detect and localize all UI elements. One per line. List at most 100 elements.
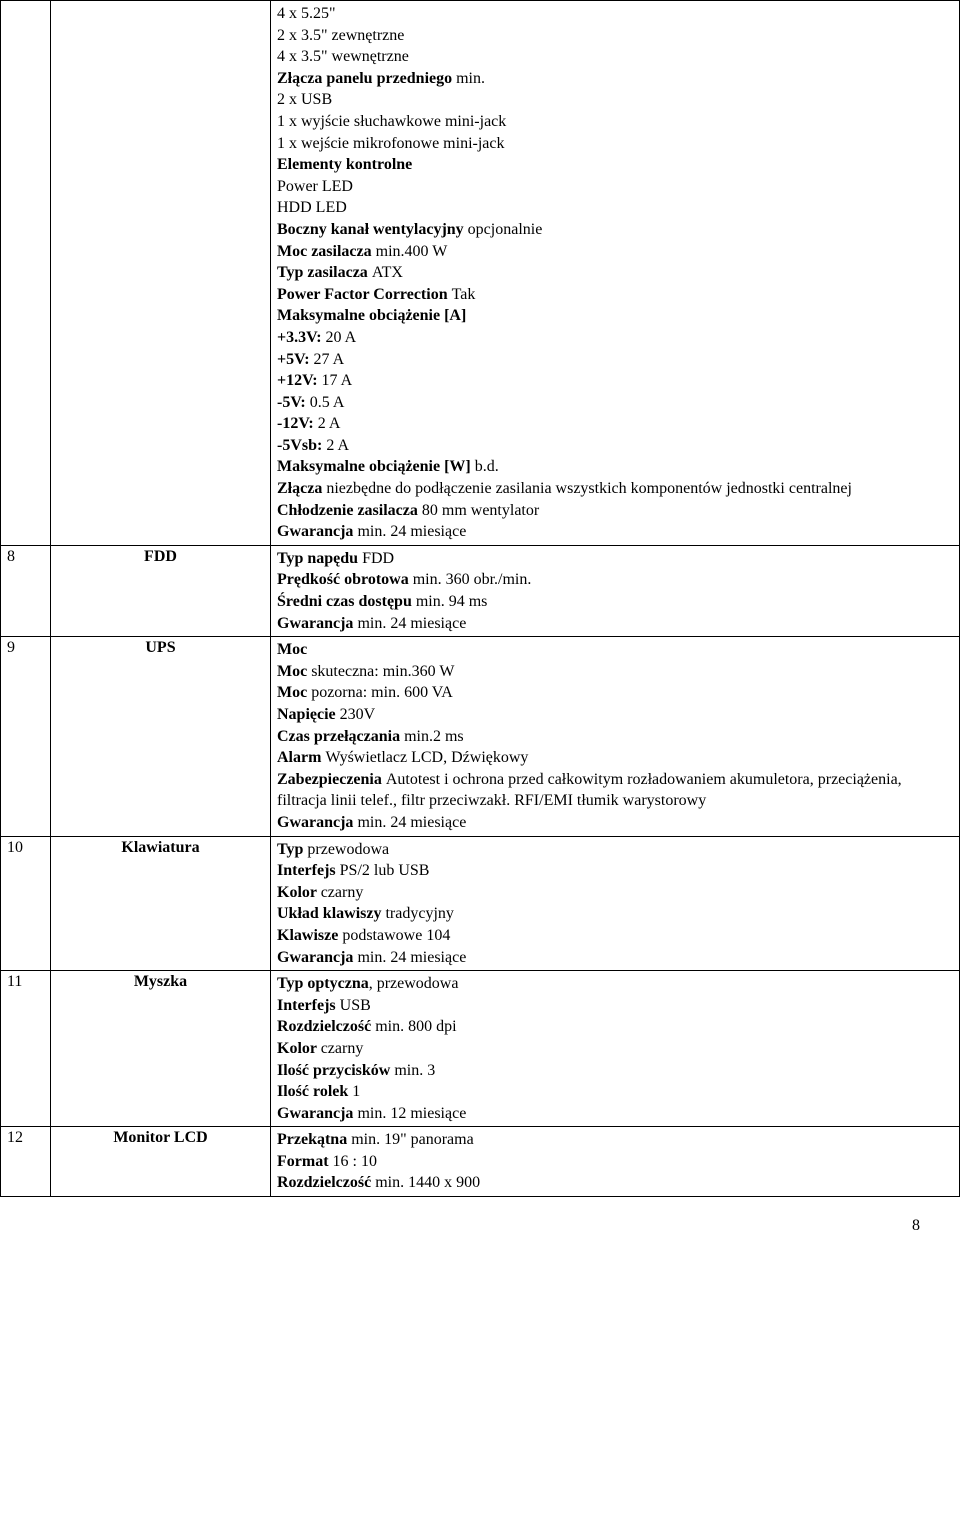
spec-table: 4 x 5.25" 2 x 3.5" zewnętrzne 4 x 3.5" wew… <box>0 0 960 1197</box>
desc-line: Gwarancja min. 24 miesiące <box>277 613 953 635</box>
desc-label: Typ zasilacza <box>277 264 372 281</box>
desc-label: Moc zasilacza <box>277 243 376 260</box>
row-number: 8 <box>1 545 51 636</box>
desc-label: Format <box>277 1153 333 1170</box>
desc-label: Kolor <box>277 884 321 901</box>
desc-line: Rozdzielczość min. 800 dpi <box>277 1016 953 1038</box>
desc-value: 80 mm wentylator <box>422 502 539 519</box>
table-row: 11MyszkaTyp optyczna, przewodowaInterfej… <box>1 971 960 1127</box>
desc-line: Moc skuteczna: min.360 W <box>277 661 953 683</box>
desc-line: Zabezpieczenia Autotest i ochrona przed … <box>277 769 953 812</box>
desc-line: Gwarancja min. 24 miesiące <box>277 812 953 834</box>
row-number <box>1 1 51 546</box>
desc-line: Moc pozorna: min. 600 VA <box>277 682 953 704</box>
desc-line: Czas przełączania min.2 ms <box>277 726 953 748</box>
desc-label: Kolor <box>277 1040 321 1057</box>
row-description: 4 x 5.25" 2 x 3.5" zewnętrzne 4 x 3.5" wew… <box>271 1 960 546</box>
desc-value: podstawowe 104 <box>342 927 450 944</box>
desc-label: Power Factor Correction <box>277 286 452 303</box>
desc-label: Moc <box>277 663 311 680</box>
desc-line: Gwarancja min. 12 miesiące <box>277 1103 953 1125</box>
desc-label: Złącza <box>277 480 326 497</box>
desc-value: min. 24 miesiące <box>357 523 466 540</box>
desc-line: 4 x 3.5" wewnętrzne <box>277 46 953 68</box>
desc-label: Rozdzielczość <box>277 1018 375 1035</box>
page-number: 8 <box>0 1197 960 1245</box>
desc-value: min. 19" panorama <box>351 1131 474 1148</box>
desc-value: 17 A <box>322 372 353 389</box>
row-description: MocMoc skuteczna: min.360 WMoc pozorna: … <box>271 637 960 836</box>
desc-value: min. 3 <box>394 1062 435 1079</box>
desc-label: Maksymalne obciążenie [W] <box>277 458 475 475</box>
desc-value: Tak <box>452 286 476 303</box>
desc-line: Typ przewodowa <box>277 839 953 861</box>
desc-value: 27 A <box>314 351 345 368</box>
desc-value: 2 x 3.5" zewnętrzne <box>277 27 404 44</box>
desc-value: 2 A <box>318 415 341 432</box>
desc-line: +12V: 17 A <box>277 370 953 392</box>
desc-value: niezbędne do podłączenie zasilania wszys… <box>326 480 852 497</box>
row-description: Typ przewodowaInterfejs PS/2 lub USBKolo… <box>271 836 960 971</box>
desc-line: Średni czas dostępu min. 94 ms <box>277 591 953 613</box>
desc-value: USB <box>340 997 371 1014</box>
desc-line: Interfejs USB <box>277 995 953 1017</box>
desc-label: Rozdzielczość <box>277 1174 375 1191</box>
row-name: Klawiatura <box>51 836 271 971</box>
desc-label: Boczny kanał wentylacyjny <box>277 221 468 238</box>
desc-line: Format 16 : 10 <box>277 1151 953 1173</box>
desc-label: Interfejs <box>277 997 340 1014</box>
row-name: UPS <box>51 637 271 836</box>
desc-line: 2 x USB <box>277 89 953 111</box>
desc-line: Napięcie 230V <box>277 704 953 726</box>
table-row: 10KlawiaturaTyp przewodowaInterfejs PS/2… <box>1 836 960 971</box>
desc-value: min. 360 obr./min. <box>413 571 532 588</box>
desc-value: min.2 ms <box>404 728 464 745</box>
desc-line: Boczny kanał wentylacyjny opcjonalnie <box>277 219 953 241</box>
desc-value: min. 800 dpi <box>375 1018 456 1035</box>
desc-value: FDD <box>362 550 394 567</box>
desc-line: Przekątna min. 19" panorama <box>277 1129 953 1151</box>
desc-value: min. 24 miesiące <box>357 949 466 966</box>
desc-label: +3.3V: <box>277 329 326 346</box>
desc-line: -5V: 0.5 A <box>277 392 953 414</box>
row-name: FDD <box>51 545 271 636</box>
desc-line: 1 x wejście mikrofonowe mini-jack <box>277 133 953 155</box>
desc-label: Przekątna <box>277 1131 351 1148</box>
desc-label: Gwarancja <box>277 523 357 540</box>
desc-value: min.400 W <box>376 243 448 260</box>
desc-label: -12V: <box>277 415 318 432</box>
desc-label: Interfejs <box>277 862 340 879</box>
desc-label: Prędkość obrotowa <box>277 571 413 588</box>
desc-value: 16 : 10 <box>333 1153 377 1170</box>
desc-label: Klawisze <box>277 927 342 944</box>
desc-label: Moc <box>277 641 307 658</box>
desc-label: Chłodzenie zasilacza <box>277 502 422 519</box>
desc-value: 4 x 3.5" wewnętrzne <box>277 48 409 65</box>
desc-line: Interfejs PS/2 lub USB <box>277 860 953 882</box>
row-number: 11 <box>1 971 51 1127</box>
desc-line: Rozdzielczość min. 1440 x 900 <box>277 1172 953 1194</box>
desc-label: Ilość rolek <box>277 1083 352 1100</box>
desc-value: 0.5 A <box>310 394 345 411</box>
desc-label: Typ <box>277 841 307 858</box>
row-name <box>51 1 271 546</box>
desc-label: +12V: <box>277 372 322 389</box>
desc-line: Alarm Wyświetlacz LCD, Dźwiękowy <box>277 747 953 769</box>
desc-value: 1 <box>352 1083 360 1100</box>
desc-value: ATX <box>372 264 403 281</box>
table-row: 4 x 5.25" 2 x 3.5" zewnętrzne 4 x 3.5" wew… <box>1 1 960 546</box>
desc-label: Maksymalne obciążenie [A] <box>277 307 466 324</box>
desc-line: Prędkość obrotowa min. 360 obr./min. <box>277 569 953 591</box>
desc-line: 2 x 3.5" zewnętrzne <box>277 25 953 47</box>
desc-line: -12V: 2 A <box>277 413 953 435</box>
desc-value: 4 x 5.25" <box>277 5 336 22</box>
desc-line: -5Vsb: 2 A <box>277 435 953 457</box>
row-description: Typ napędu FDDPrędkość obrotowa min. 360… <box>271 545 960 636</box>
desc-value: 230V <box>340 706 376 723</box>
desc-line: HDD LED <box>277 197 953 219</box>
desc-line: Kolor czarny <box>277 882 953 904</box>
desc-line: Maksymalne obciążenie [W] b.d. <box>277 456 953 478</box>
desc-label: -5Vsb: <box>277 437 326 454</box>
desc-value: PS/2 lub USB <box>340 862 430 879</box>
desc-line: Typ zasilacza ATX <box>277 262 953 284</box>
